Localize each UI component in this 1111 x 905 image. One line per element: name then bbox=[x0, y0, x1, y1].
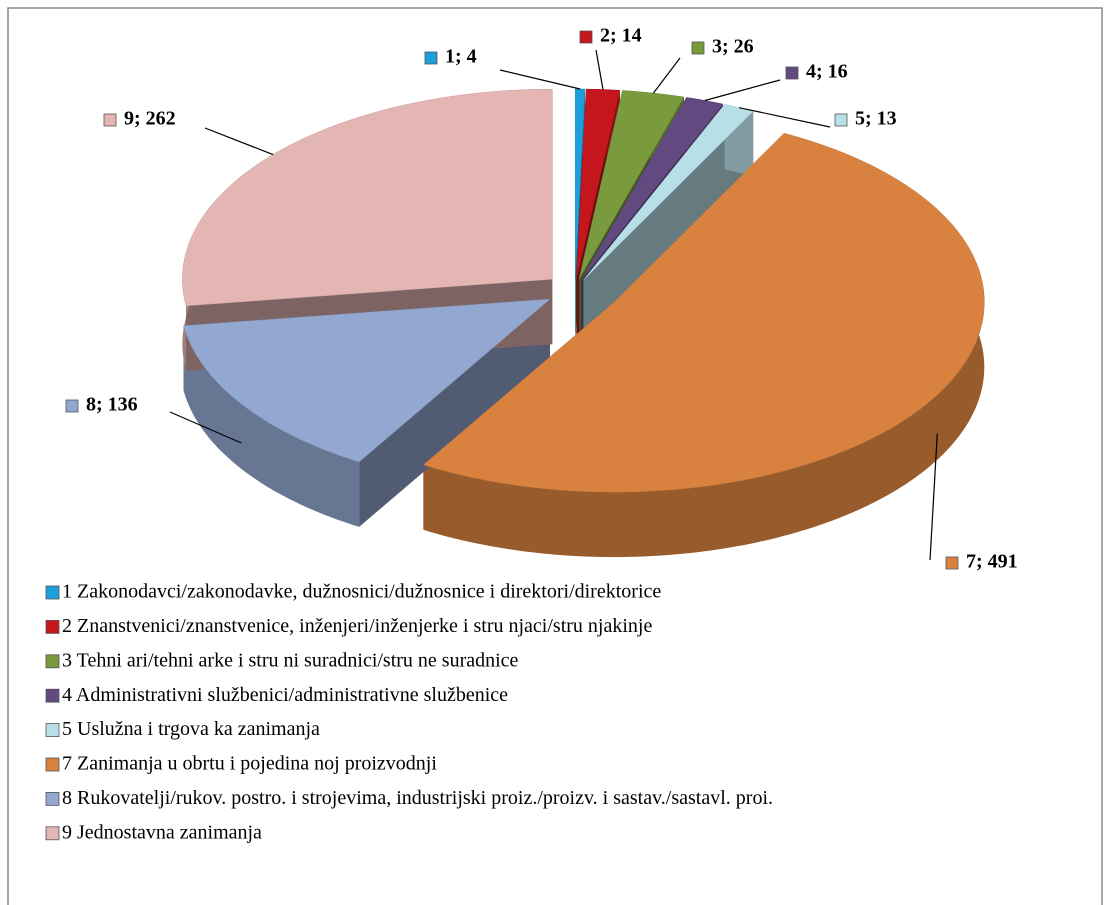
legend-label: 9 Jednostavna zanimanja bbox=[62, 821, 262, 843]
leader-line bbox=[704, 79, 781, 102]
data-label: 7; 491 bbox=[966, 551, 1018, 573]
label-swatch bbox=[785, 66, 799, 80]
label-swatch bbox=[579, 30, 593, 44]
legend-swatch bbox=[45, 585, 60, 600]
data-label: 1; 4 bbox=[445, 46, 477, 68]
legend-label: 4 Administrativni službenici/administrat… bbox=[62, 684, 508, 706]
leader-line bbox=[738, 107, 831, 128]
label-swatch bbox=[65, 399, 79, 413]
legend-label: 8 Rukovatelji/rukov. postro. i strojevim… bbox=[62, 787, 773, 809]
legend-swatch bbox=[45, 723, 60, 737]
legend-label: 7 Zanimanja u obrtu i pojedina noj proiz… bbox=[62, 753, 437, 775]
data-label: 3; 26 bbox=[712, 36, 754, 58]
data-label: 8; 136 bbox=[86, 394, 138, 416]
leader-line bbox=[929, 433, 938, 561]
label-swatch bbox=[424, 51, 438, 65]
legend-swatch bbox=[45, 757, 60, 772]
data-label: 2; 14 bbox=[600, 25, 642, 47]
legend-swatch bbox=[45, 654, 60, 669]
data-label: 4; 16 bbox=[806, 61, 848, 83]
legend-swatch bbox=[45, 620, 60, 634]
slice-side bbox=[183, 325, 360, 527]
legend-label: 1 Zakonodavci/zakonodavke, dužnosnici/du… bbox=[62, 581, 661, 603]
leader-line bbox=[595, 49, 604, 90]
label-swatch bbox=[945, 556, 959, 570]
label-swatch bbox=[834, 113, 848, 127]
label-swatch bbox=[103, 113, 117, 127]
leader-line bbox=[652, 57, 681, 94]
legend-label: 3 Tehni ari/tehni arke i stru ni suradni… bbox=[62, 649, 519, 671]
legend-swatch bbox=[45, 792, 60, 806]
slice bbox=[578, 90, 685, 280]
legend-label: 5 Uslužna i trgova ka zanimanja bbox=[62, 718, 320, 740]
slice bbox=[183, 298, 551, 463]
leader-line bbox=[204, 127, 274, 156]
leader-line bbox=[169, 411, 242, 444]
legend-label: 2 Znanstvenici/znanstvenice, inženjeri/i… bbox=[62, 615, 652, 637]
data-label: 9; 262 bbox=[124, 108, 176, 130]
slice bbox=[422, 133, 985, 493]
legend-swatch bbox=[45, 688, 60, 703]
legend-swatch bbox=[45, 826, 60, 841]
slice-wall bbox=[583, 111, 754, 345]
leader-line bbox=[499, 69, 581, 90]
data-label: 5; 13 bbox=[855, 108, 897, 130]
label-swatch bbox=[691, 41, 705, 55]
